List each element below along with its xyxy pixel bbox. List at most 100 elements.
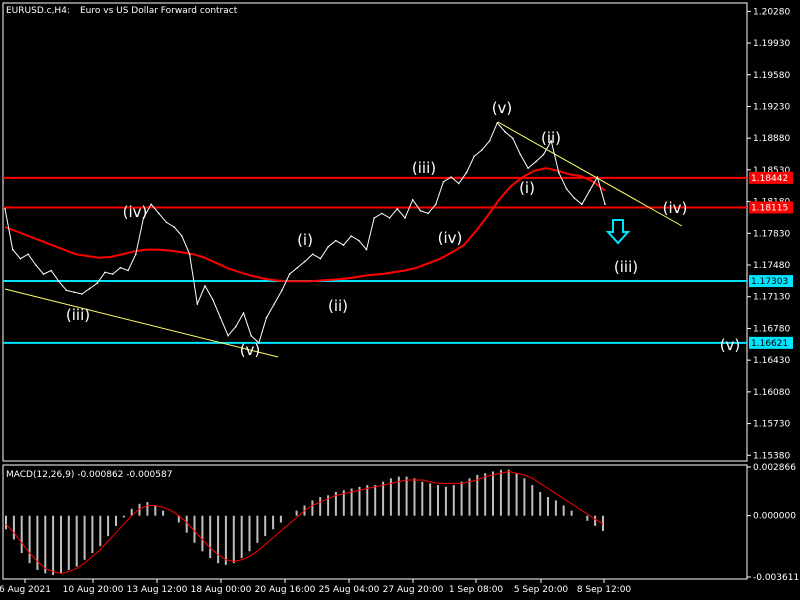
price-point	[11, 248, 14, 251]
macd-tick-label: -0.003611	[753, 573, 799, 583]
price-point	[427, 212, 429, 215]
price-axis: 1.20280 1.19930 1.19580 1.19230 1.18880 1.185…	[747, 7, 790, 461]
price-tick-label: 1.17830	[753, 229, 790, 239]
price-point	[435, 203, 437, 206]
price-point	[119, 266, 122, 269]
price-point	[296, 266, 299, 269]
price-point	[188, 253, 191, 255]
price-tick-label: 1.15730	[753, 420, 790, 430]
wave-labels: (iii) (iv) (v) (i) (ii) (iii) (iv) (v) (i) (ii) (i…	[66, 99, 740, 359]
price-tick-label: 1.18530	[753, 166, 790, 176]
price-point	[396, 208, 399, 210]
wave-label: (iii)	[412, 159, 436, 177]
price-tick-label: 1.19930	[753, 39, 790, 49]
macd-tick-label: 0.000000	[753, 512, 796, 522]
price-point	[496, 122, 499, 124]
price-point	[81, 293, 83, 295]
wave-label: (v)	[720, 336, 741, 354]
price-point	[365, 248, 368, 251]
macd-axis: 0.002866 0.000000 -0.003611	[747, 463, 799, 583]
price-tick-label: 1.18880	[753, 134, 790, 144]
time-tick-label: 27 Aug 20:00	[383, 585, 444, 595]
price-point	[596, 176, 599, 178]
price-point	[381, 212, 383, 215]
time-tick-label: 20 Aug 16:00	[255, 585, 316, 595]
wave-label: (iv)	[663, 199, 688, 217]
price-point	[173, 226, 175, 228]
price-point	[473, 155, 476, 158]
price-point	[4, 208, 6, 210]
price-point	[265, 316, 268, 319]
price-tick-label: 1.19230	[753, 102, 790, 112]
wave-label: (ii)	[541, 129, 561, 147]
time-tick-label: 6 Aug 2021	[0, 585, 51, 595]
price-point	[196, 303, 199, 305]
down-arrow-icon	[605, 219, 631, 245]
macd-histogram	[5, 469, 604, 576]
wave-label: (v)	[492, 99, 513, 117]
price-point	[319, 257, 322, 260]
time-tick-label: 10 Aug 20:00	[63, 585, 124, 595]
price-point	[111, 273, 114, 275]
price-point	[411, 199, 414, 201]
symbol-label: EURUSD.c,H4:	[6, 6, 70, 16]
price-point	[104, 271, 106, 274]
time-tick-label: 5 Sep 20:00	[514, 585, 569, 595]
price-point	[519, 153, 522, 156]
level-label-bg	[749, 336, 793, 349]
price-point	[211, 298, 214, 301]
time-tick-label: 18 Aug 00:00	[191, 585, 252, 595]
level-label-text: 1.17303	[751, 277, 788, 287]
wave-label: (iv)	[438, 229, 463, 247]
trend-lines	[4, 121, 683, 358]
price-point	[342, 244, 345, 246]
price-point	[250, 334, 252, 337]
time-tick-label: 8 Sep 12:00	[577, 585, 632, 595]
macd-pane-frame	[2, 464, 748, 580]
price-point	[450, 176, 453, 178]
price-point	[227, 334, 229, 337]
time-axis: 6 Aug 2021 10 Aug 20:00 13 Aug 12:00 18 Aug…	[0, 579, 631, 595]
price-point	[327, 246, 329, 248]
price-tick-label: 1.16780	[753, 324, 790, 334]
level-label-bg	[749, 171, 793, 184]
price-point	[535, 160, 537, 163]
price-point	[242, 312, 245, 314]
lower-trendline[interactable]	[4, 288, 279, 358]
main-pane-frame	[2, 2, 748, 462]
upper-trendline[interactable]	[497, 121, 683, 227]
price-point	[258, 342, 260, 344]
price-point	[481, 149, 483, 151]
price-point	[50, 269, 52, 272]
price-point	[73, 291, 75, 294]
price-point	[335, 239, 337, 242]
price-point	[135, 253, 137, 255]
signal-line	[5, 470, 604, 574]
price-point	[558, 171, 560, 174]
symbol-description: Euro vs US Dollar Forward contract	[80, 6, 238, 16]
price-point	[419, 209, 422, 212]
price-point	[550, 140, 552, 142]
price-point	[304, 260, 306, 263]
price-point	[96, 282, 99, 284]
wave-label: (iii)	[66, 306, 90, 324]
price-point	[235, 325, 237, 328]
price-point	[204, 285, 206, 287]
price-point	[150, 203, 152, 206]
price-point	[158, 212, 160, 215]
wave-label: (i)	[519, 179, 535, 197]
price-point	[311, 253, 314, 255]
price-point	[565, 188, 568, 190]
price-point	[527, 167, 529, 169]
wave-label: (i)	[297, 231, 313, 249]
price-point	[465, 171, 468, 174]
price-point	[42, 273, 45, 275]
wave-label: (iii)	[614, 258, 638, 276]
price-point	[488, 140, 491, 142]
price-tick-label: 1.20280	[753, 7, 790, 17]
price-point	[373, 217, 376, 219]
price-point	[288, 273, 291, 275]
level-label-bg	[749, 275, 793, 288]
